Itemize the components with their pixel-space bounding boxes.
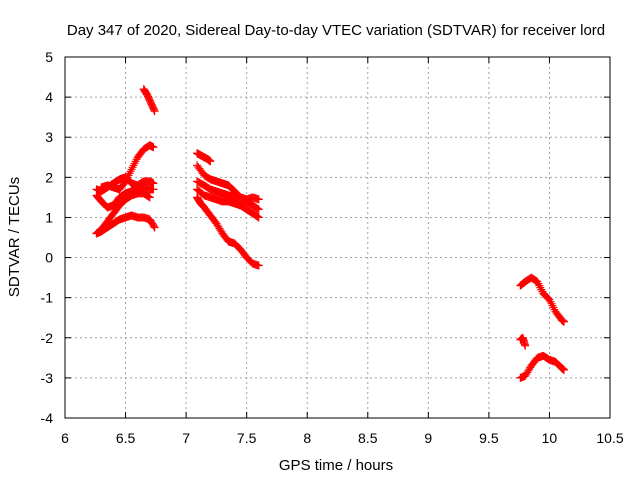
data-point [149, 185, 158, 194]
data-point [128, 163, 137, 172]
y-tick-label: 0 [45, 250, 53, 266]
data-points [92, 85, 568, 382]
data-point [548, 301, 557, 310]
data-point [216, 226, 225, 235]
data-point [547, 299, 556, 308]
data-point [132, 155, 141, 164]
x-tick-label: 10.5 [596, 430, 623, 446]
data-point [549, 303, 558, 312]
grid-lines [65, 57, 610, 418]
data-point [254, 205, 263, 214]
x-tick-label: 6 [61, 430, 69, 446]
series-track-c [97, 141, 158, 194]
series-track-e [92, 211, 159, 238]
data-point [150, 223, 159, 232]
data-point [142, 89, 151, 98]
data-point [521, 371, 530, 380]
data-point [545, 295, 554, 304]
x-axis-ticks: 6 6.5 7 7.5 8 8.5 9 9.5 10 10.5 [61, 57, 624, 446]
series-track-f [139, 85, 159, 116]
y-tick-label: -4 [41, 410, 54, 426]
data-point [149, 143, 158, 152]
x-tick-label: 6.5 [116, 430, 136, 446]
data-point [123, 173, 132, 182]
data-point [253, 204, 262, 213]
y-tick-label: -3 [41, 370, 54, 386]
data-point [127, 165, 136, 174]
data-point [126, 167, 135, 176]
series-track-j [193, 185, 263, 222]
data-point [213, 221, 222, 230]
data-point [214, 222, 223, 231]
series-track-h [193, 161, 263, 204]
y-tick-label: 2 [45, 169, 53, 185]
series-track-l [516, 273, 568, 326]
y-tick-label: 4 [45, 89, 53, 105]
x-tick-label: 9 [424, 430, 432, 446]
data-point [124, 171, 133, 180]
data-point [254, 261, 263, 270]
y-tick-label: -1 [41, 290, 54, 306]
series-track-g [193, 149, 215, 166]
data-point [150, 107, 159, 116]
chart-title: Day 347 of 2020, Sidereal Day-to-day VTE… [67, 22, 605, 39]
x-tick-label: 9.5 [479, 430, 499, 446]
data-point [254, 195, 263, 204]
data-point [129, 161, 138, 170]
x-tick-label: 8.5 [358, 430, 378, 446]
data-point [125, 169, 134, 178]
data-point [537, 285, 546, 294]
data-point [252, 212, 261, 221]
y-tick-label: 3 [45, 129, 53, 145]
data-point [534, 279, 543, 288]
data-point [523, 368, 532, 377]
data-point [522, 370, 531, 379]
x-axis-label: GPS time / hours [279, 457, 393, 474]
data-point [252, 204, 261, 213]
data-point [145, 193, 154, 202]
data-point [215, 224, 224, 233]
data-point [536, 283, 545, 292]
y-tick-label: 5 [45, 49, 53, 65]
x-tick-label: 8 [303, 430, 311, 446]
y-tick-label: -2 [41, 330, 54, 346]
data-point [120, 178, 129, 187]
y-axis-ticks: -4 -3 -2 -1 0 1 2 3 4 5 [41, 49, 610, 426]
data-point [206, 157, 215, 166]
data-point [525, 365, 534, 374]
data-point [521, 341, 530, 350]
data-point [253, 212, 262, 221]
data-point [149, 222, 158, 231]
x-tick-label: 7.5 [237, 430, 257, 446]
data-point [533, 277, 542, 286]
series-track-m [516, 333, 530, 350]
series-track-k [193, 193, 263, 270]
x-tick-label: 10 [542, 430, 558, 446]
data-point [559, 317, 568, 326]
data-point [254, 213, 263, 222]
data-point [550, 305, 559, 314]
data-point [535, 281, 544, 290]
data-point [559, 365, 568, 374]
data-point [131, 157, 140, 166]
data-point [543, 293, 552, 302]
data-point [150, 105, 159, 114]
data-point [121, 177, 130, 186]
y-tick-label: 1 [45, 209, 53, 225]
plot-area-frame [64, 56, 611, 419]
series-track-n [516, 351, 568, 382]
data-point [122, 175, 131, 184]
x-tick-label: 7 [182, 430, 190, 446]
data-point [143, 192, 152, 201]
y-axis-label: SDTVAR / TECUs [6, 177, 23, 297]
data-point [524, 366, 533, 375]
data-point [546, 297, 555, 306]
data-point [130, 159, 139, 168]
data-point [212, 219, 221, 228]
series-track-i [193, 177, 263, 214]
data-point [144, 192, 153, 201]
